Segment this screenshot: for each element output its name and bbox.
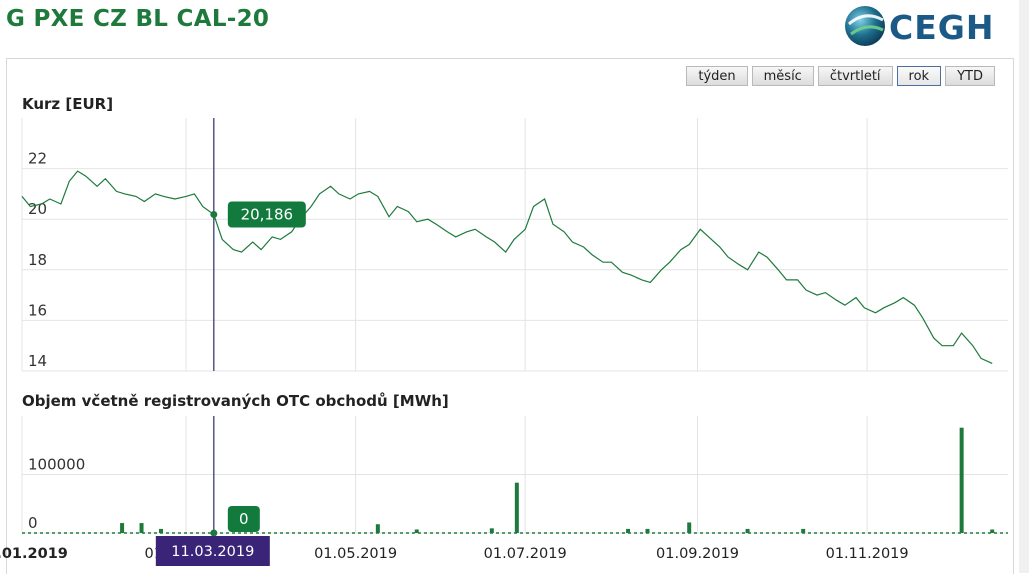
volume-tick-label: 0 (28, 514, 38, 532)
chart-panel (6, 58, 1014, 574)
x-axis-label: 01.05.2019 (314, 546, 397, 562)
crosshair-price-value: 20,186 (241, 205, 294, 223)
price-axis-title: Kurz [EUR] (22, 95, 113, 113)
crosshair-date-badge (155, 536, 270, 566)
volume-bar (687, 522, 692, 533)
crosshair-volume-marker (210, 529, 218, 537)
volume-bar (645, 528, 650, 533)
price-tick-label: 18 (28, 251, 47, 269)
logo-text: CEGH (889, 8, 994, 47)
x-axis-label: 01.11.2019 (826, 546, 909, 562)
volume-bar (745, 528, 750, 533)
volume-bar (489, 528, 494, 533)
price-tick-label: 22 (28, 150, 47, 168)
range-year-button[interactable]: rok (896, 66, 942, 86)
volume-bar (159, 528, 163, 533)
range-week-button[interactable]: týden (686, 66, 748, 86)
crosshair-volume-badge (227, 506, 260, 532)
range-selector: týden měsíc čtvrtletí rok YTD (686, 66, 995, 86)
crosshair-date-value: 11.03.2019 (171, 544, 254, 560)
scroll-edge (1019, 0, 1029, 573)
crosshair-volume-value: 0 (239, 510, 249, 528)
price-series-line (21, 170, 993, 364)
volume-axis-title: Objem včetně registrovaných OTC obchodů … (22, 392, 449, 410)
x-axis-label: 01.01.2019 (0, 546, 68, 562)
volume-tick-label: 100000 (28, 456, 85, 474)
crosshair-price-badge (227, 201, 306, 228)
volume-bar (375, 524, 380, 533)
volume-bar (801, 528, 806, 533)
volume-bar (120, 523, 125, 533)
volume-bar (959, 427, 964, 533)
cegh-logo: CEGH (845, 6, 994, 47)
volume-bar (414, 529, 419, 533)
range-ytd-button[interactable]: YTD (945, 66, 995, 86)
range-quarter-button[interactable]: čtvrtletí (817, 66, 893, 86)
range-month-button[interactable]: měsíc (751, 66, 814, 86)
price-tick-label: 20 (28, 200, 47, 218)
volume-bar (990, 529, 995, 533)
page-title: G PXE CZ BL CAL-20 (6, 6, 270, 32)
x-axis-label: 01.09.2019 (656, 546, 739, 562)
crosshair-price-marker (210, 210, 218, 218)
price-tick-label: 14 (28, 352, 47, 370)
volume-bar (514, 482, 519, 533)
volume-bar (139, 523, 144, 533)
price-tick-label: 16 (28, 301, 47, 319)
volume-bar (626, 528, 631, 533)
x-axis-label: 01.07.2019 (484, 546, 567, 562)
